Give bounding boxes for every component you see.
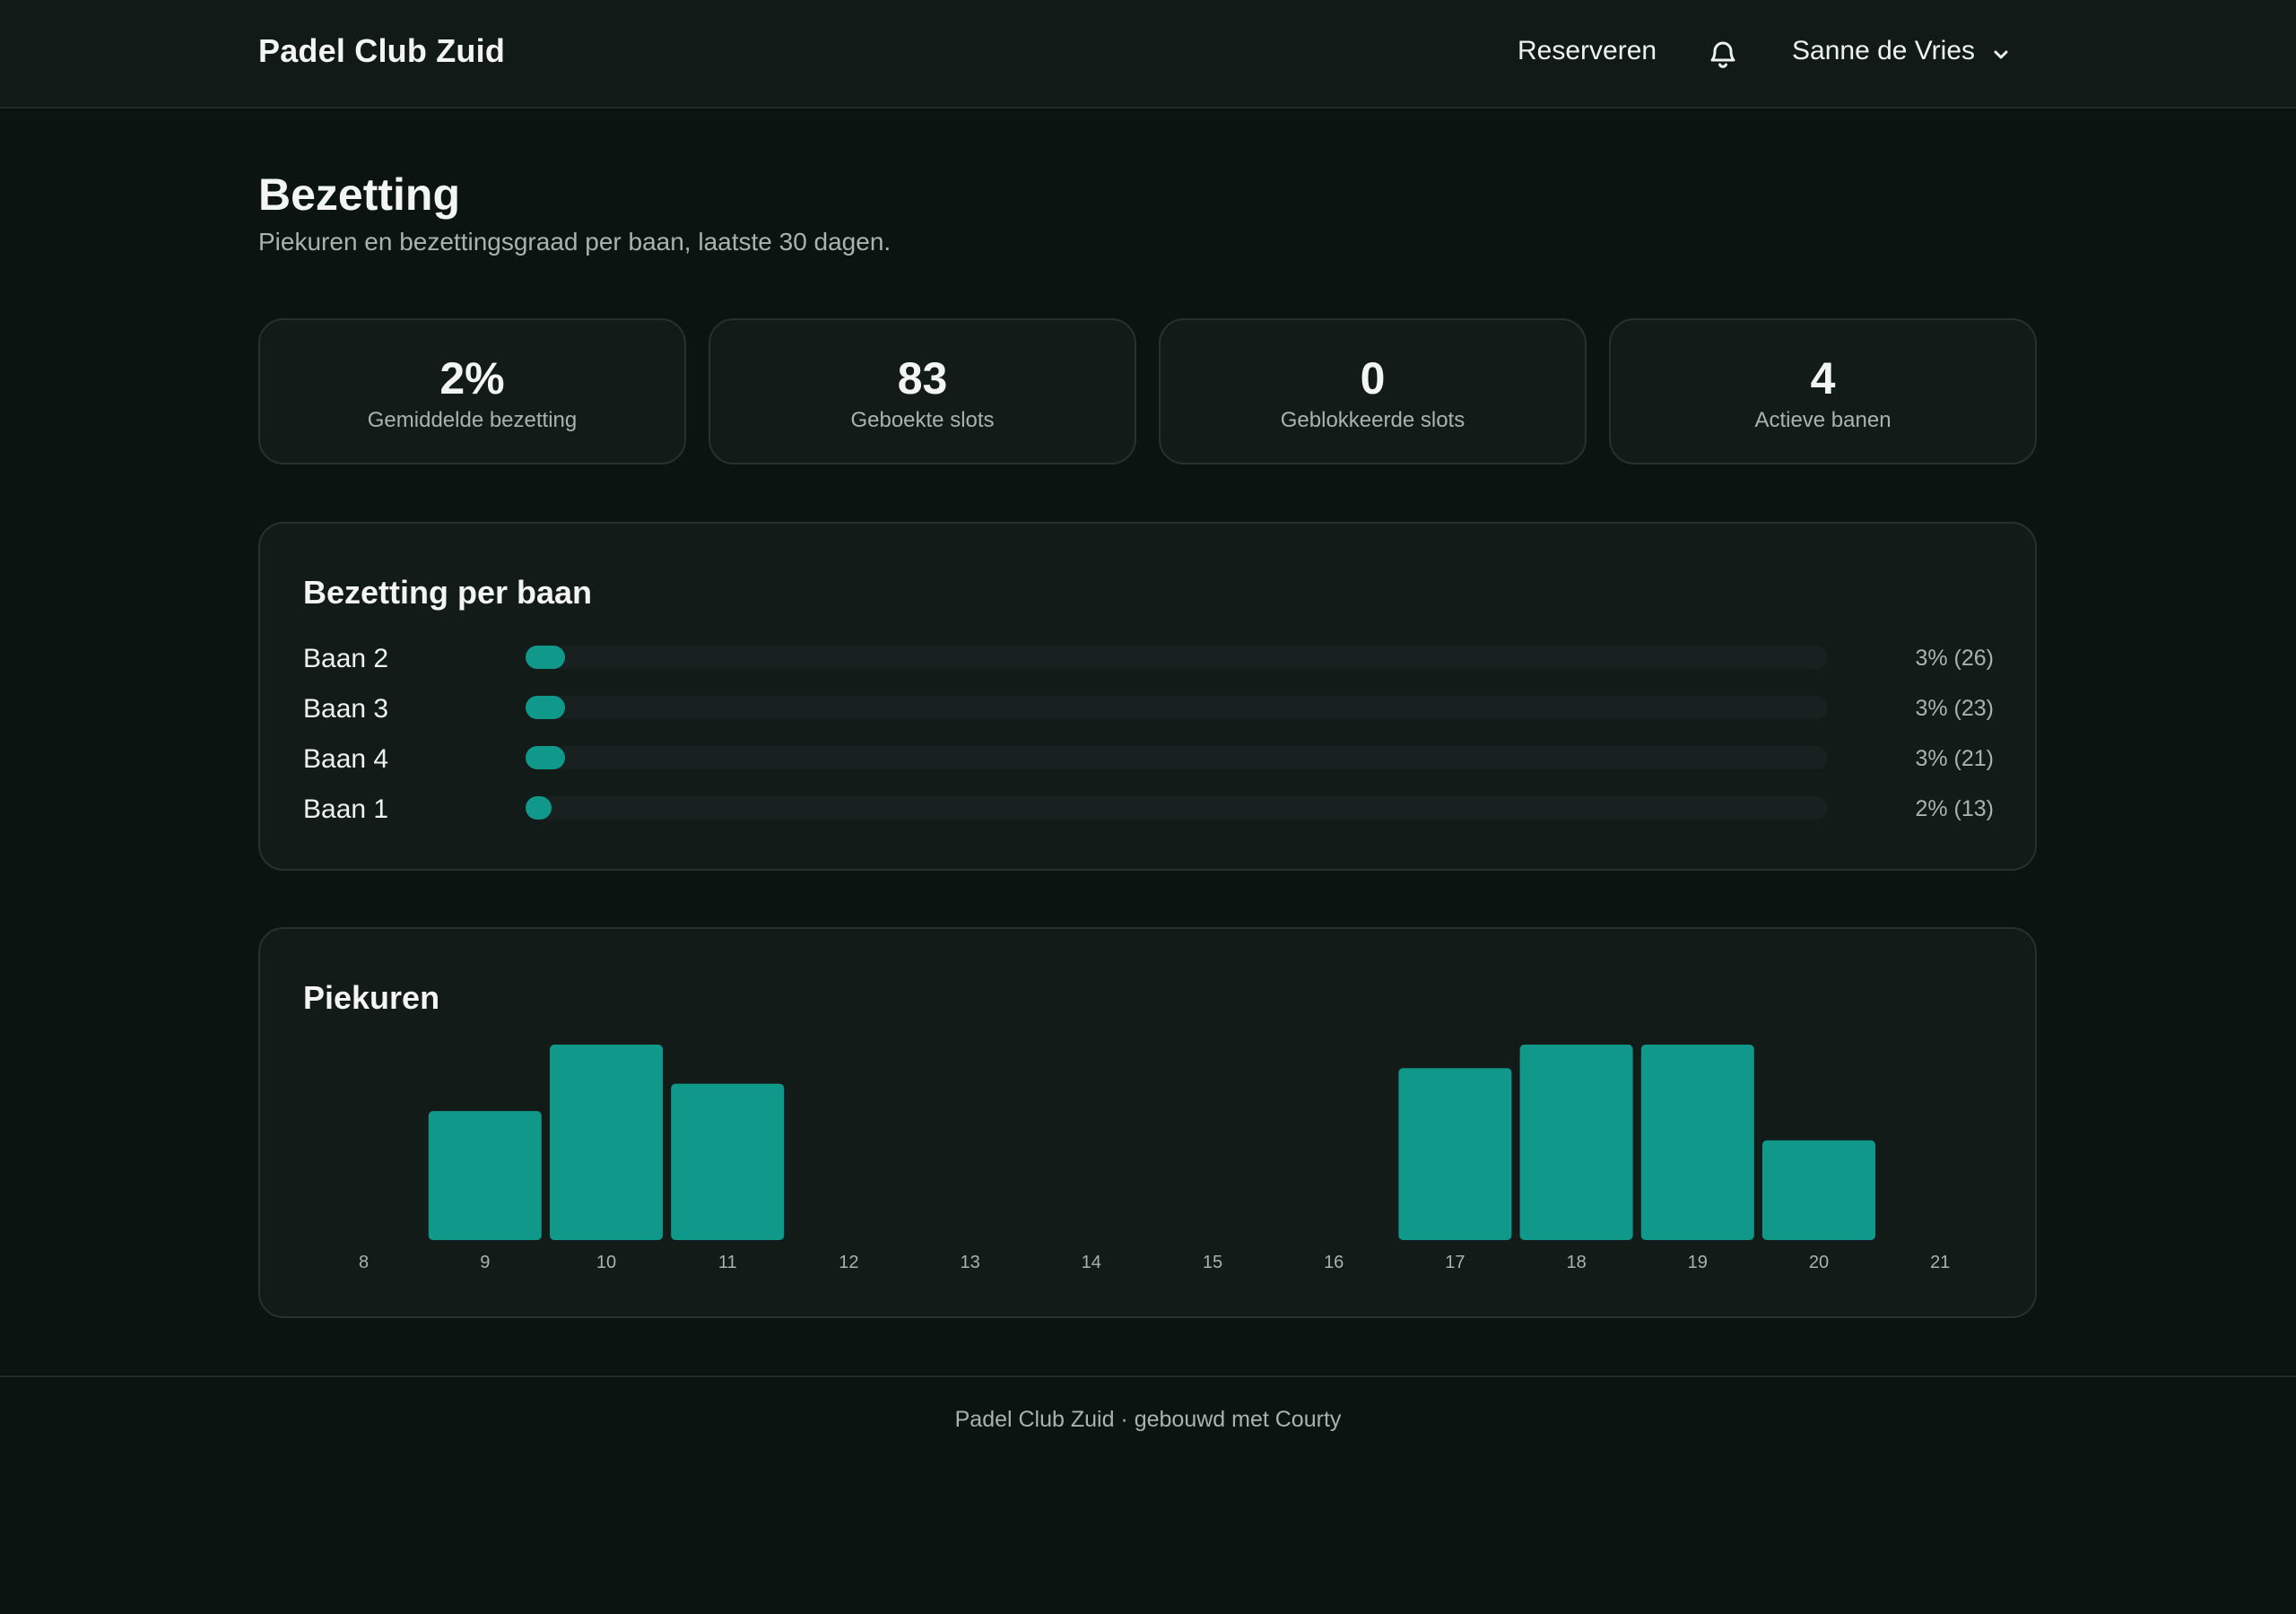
court-row: Baan 2 3% (26)	[303, 640, 1994, 676]
hour-tick-label: 21	[1930, 1253, 1950, 1272]
court-occupancy-value: 3% (26)	[1915, 646, 1994, 671]
peak-bar-19	[1640, 1045, 1754, 1240]
court-name: Baan 1	[303, 794, 389, 824]
hour-tick-label: 17	[1445, 1253, 1465, 1272]
hour-tick-label: 19	[1688, 1253, 1708, 1272]
chevron-down-icon	[1991, 41, 2011, 61]
court-occupancy-panel: Bezetting per baan Baan 2 3% (26) Baan 3…	[258, 522, 2037, 871]
stat-value: 83	[897, 353, 948, 404]
user-menu-button[interactable]: Sanne de Vries	[1792, 36, 2011, 66]
court-name: Baan 3	[303, 694, 389, 724]
stat-label: Geblokkeerde slots	[1280, 408, 1465, 432]
hour-tick-label: 16	[1324, 1253, 1344, 1272]
court-row: Baan 3 3% (23)	[303, 690, 1994, 726]
stat-value: 4	[1810, 353, 1836, 404]
court-row: Baan 4 3% (21)	[303, 741, 1994, 777]
brand-logo-text[interactable]: Padel Club Zuid	[258, 32, 506, 69]
occupancy-bar-fill	[526, 796, 552, 820]
hour-tick-label: 13	[960, 1253, 979, 1272]
occupancy-bar-track	[526, 646, 1828, 669]
occupancy-bar-track	[526, 746, 1828, 769]
stat-value: 0	[1360, 353, 1386, 404]
occupancy-bar-fill	[526, 696, 565, 719]
footer-divider	[0, 1375, 2296, 1377]
stat-card-active-courts: 4 Actieve banen	[1609, 318, 2037, 464]
stat-card-booked-slots: 83 Geboekte slots	[709, 318, 1136, 464]
stat-card-average-occupancy: 2% Gemiddelde bezetting	[258, 318, 686, 464]
occupancy-bar-track	[526, 696, 1828, 719]
occupancy-bar-fill	[526, 646, 565, 669]
footer-text: Padel Club Zuid · gebouwd met Courty	[954, 1407, 1342, 1432]
user-name: Sanne de Vries	[1792, 36, 1976, 65]
court-occupancy-title: Bezetting per baan	[303, 574, 593, 611]
hour-tick-label: 8	[359, 1253, 369, 1272]
top-nav-bar: Padel Club Zuid Reserveren Sanne de Vrie…	[0, 0, 2296, 108]
hour-tick-label: 10	[596, 1253, 616, 1272]
peak-bar-9	[428, 1111, 542, 1240]
peak-bar-11	[671, 1083, 785, 1240]
hour-tick-label: 11	[718, 1253, 737, 1272]
stat-value: 2%	[439, 353, 505, 404]
hour-tick-label: 20	[1809, 1253, 1829, 1272]
peak-hours-panel: Piekuren 8 9 10 11 12 13 14 15 16 17 18 19 20 21	[258, 927, 2037, 1318]
court-name: Baan 4	[303, 744, 389, 774]
page-subtitle: Piekuren en bezettingsgraad per baan, la…	[258, 228, 891, 256]
bell-icon[interactable]	[1708, 38, 1738, 70]
page-title: Bezetting	[258, 169, 460, 220]
court-row: Baan 1 2% (13)	[303, 791, 1994, 827]
peak-hours-chart: 8 9 10 11 12 13 14 15 16 17 18 19 20 21	[359, 1045, 1950, 1272]
hour-tick-label: 14	[1082, 1253, 1101, 1272]
reserve-link[interactable]: Reserveren	[1518, 36, 1657, 65]
hour-tick-label: 15	[1203, 1253, 1222, 1272]
stat-label: Geboekte slots	[850, 408, 995, 432]
peak-bar-17	[1398, 1068, 1512, 1240]
hour-tick-label: 9	[480, 1253, 490, 1272]
court-occupancy-value: 2% (13)	[1915, 796, 1994, 821]
peak-bar-20	[1762, 1140, 1875, 1240]
court-occupancy-value: 3% (21)	[1915, 746, 1994, 771]
occupancy-bar-track	[526, 796, 1828, 820]
peak-hours-title: Piekuren	[303, 979, 440, 1016]
stat-card-blocked-slots: 0 Geblokkeerde slots	[1159, 318, 1587, 464]
peak-bar-10	[550, 1045, 663, 1240]
court-name: Baan 2	[303, 644, 389, 673]
court-occupancy-value: 3% (23)	[1915, 696, 1994, 721]
hour-tick-label: 12	[839, 1253, 858, 1272]
hour-tick-label: 18	[1566, 1253, 1586, 1272]
occupancy-bar-fill	[526, 746, 565, 769]
stat-label: Gemiddelde bezetting	[367, 408, 578, 432]
peak-bar-18	[1519, 1045, 1633, 1240]
stat-label: Actieve banen	[1754, 408, 1892, 432]
